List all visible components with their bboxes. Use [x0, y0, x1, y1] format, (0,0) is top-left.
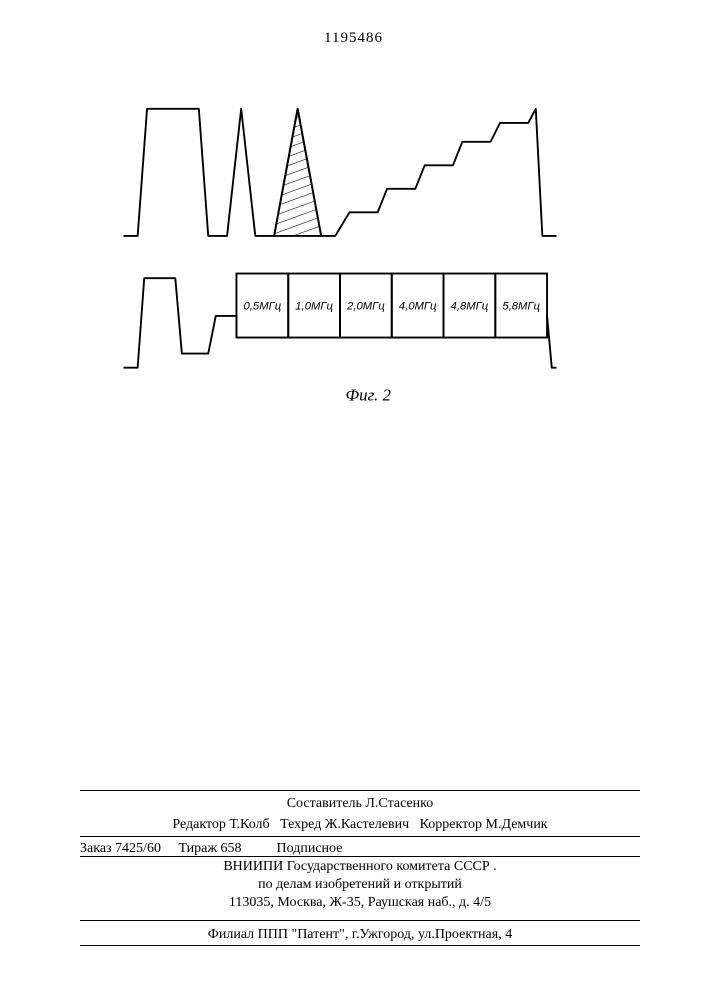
rule-2 — [80, 836, 640, 837]
frequency-boxes: 0,5МГц 1,0МГц 2,0МГц 4,0МГц 4,8МГц 5,8МГц — [236, 274, 547, 338]
colophon-line-2: Редактор Т.Колб Техред Ж.Кастелевич Корр… — [80, 816, 640, 835]
colophon-line-5: по делам изобретений и открытий — [80, 876, 640, 895]
rule-5 — [80, 945, 640, 946]
colophon-line-1: Составитель Л.Стасенко — [80, 795, 640, 814]
waveform-bottom-pre — [124, 278, 237, 367]
colophon-line-3: Заказ 7425/60 Тираж 658 Подписное — [80, 840, 640, 859]
rule-4 — [80, 920, 640, 921]
colophon-line-6: 113035, Москва, Ж-35, Раушская наб., д. … — [80, 894, 640, 913]
rule-1 — [80, 790, 640, 791]
figure-caption: Фиг. 2 — [346, 386, 392, 405]
waveform-bottom-post — [547, 316, 556, 368]
waveform-top — [124, 109, 557, 236]
colophon-line-4: ВНИИПИ Государственного комитета СССР . — [80, 858, 640, 877]
frequency-label: 4,8МГц — [451, 300, 489, 312]
patent-number: 1195486 — [0, 30, 707, 47]
frequency-label: 4,0МГц — [399, 300, 437, 312]
frequency-label: 0,5МГц — [244, 300, 282, 312]
figure-2: 0,5МГц 1,0МГц 2,0МГц 4,0МГц 4,8МГц 5,8МГц Фиг… — [110, 90, 570, 410]
hatched-pulse — [274, 109, 321, 236]
frequency-label: 5,8МГц — [502, 300, 540, 312]
frequency-label: 2,0МГц — [346, 300, 385, 312]
frequency-label: 1,0МГц — [295, 300, 333, 312]
colophon-line-7: Филиал ППП "Патент", г.Ужгород, ул.Проек… — [80, 926, 640, 945]
